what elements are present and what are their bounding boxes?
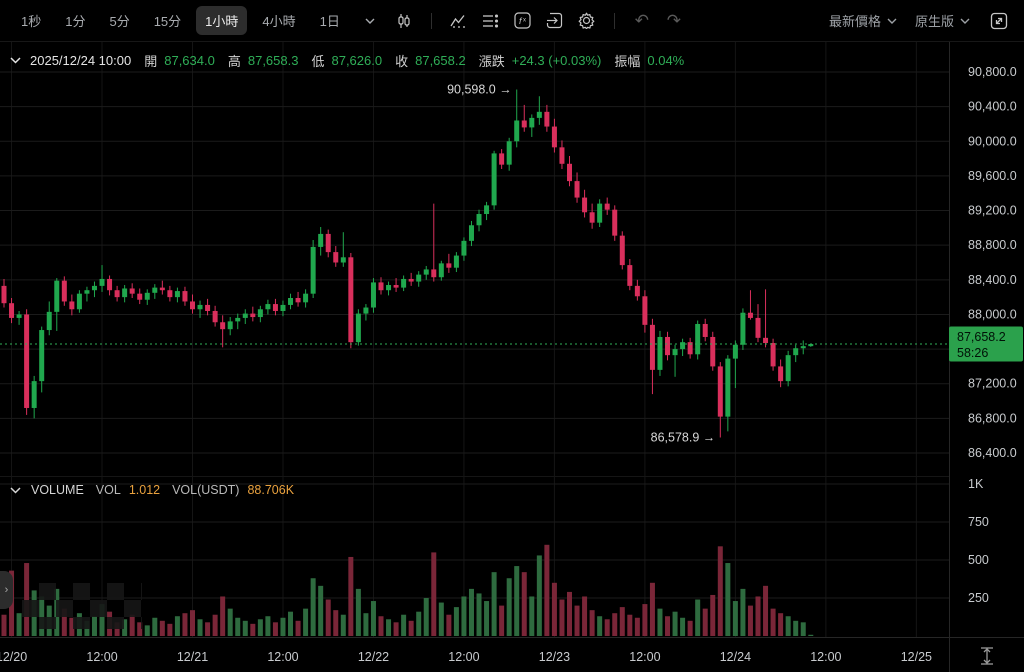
svg-text:58:26: 58:26: [957, 346, 988, 360]
volume-header: VOLUME VOL 1.012 VOL(USDT) 88.706K: [8, 483, 294, 497]
svg-text:89,600.0: 89,600.0: [968, 169, 1017, 183]
svg-text:87,658.2: 87,658.2: [957, 330, 1006, 344]
amplitude-value: 0.04%: [647, 53, 685, 68]
fx-icon[interactable]: f x: [510, 8, 536, 34]
svg-text:12/23: 12/23: [539, 650, 570, 664]
svg-text:250: 250: [968, 591, 989, 605]
svg-text:750: 750: [968, 515, 989, 529]
svg-text:12:00: 12:00: [267, 650, 298, 664]
close-label: 收: [395, 54, 409, 69]
candle-datetime: 2025/12/24 10:00: [30, 53, 132, 68]
svg-text:87,200.0: 87,200.0: [968, 377, 1017, 391]
version-select[interactable]: 原生版: [915, 11, 970, 30]
svg-text:1K: 1K: [968, 477, 984, 491]
low-label: 低: [311, 54, 325, 69]
toolbar: 1秒 1分 5分 15分 1小時 4小時 1日: [0, 0, 1024, 42]
high-value: 87,658.3: [247, 53, 299, 68]
version-label: 原生版: [914, 14, 954, 29]
svg-text:500: 500: [968, 553, 989, 567]
interval-15m-button[interactable]: 15分: [145, 6, 190, 35]
chevron-down-icon[interactable]: [357, 8, 383, 34]
interval-group: 1秒 1分 5分 15分 1小時 4小時 1日: [12, 6, 687, 35]
toolbar-right: 最新價格 原生版: [819, 8, 1012, 34]
replay-icon[interactable]: [542, 8, 568, 34]
svg-text:89,200.0: 89,200.0: [968, 204, 1017, 218]
price-mode-label: 最新價格: [828, 14, 881, 29]
svg-text:12:00: 12:00: [810, 650, 841, 664]
chevron-down-icon: [960, 18, 970, 24]
interval-1s-button[interactable]: 1秒: [12, 6, 50, 35]
svg-text:12/20: 12/20: [0, 650, 27, 664]
open-label: 開: [144, 54, 158, 69]
interval-1d-button[interactable]: 1日: [311, 6, 349, 35]
candlestick-icon[interactable]: [391, 8, 417, 34]
interval-4h-button[interactable]: 4小時: [253, 6, 304, 35]
svg-text:88,000.0: 88,000.0: [968, 307, 1017, 321]
change-label: 漲跌: [478, 54, 505, 69]
svg-text:12:00: 12:00: [448, 650, 479, 664]
svg-text:88,800.0: 88,800.0: [968, 238, 1017, 252]
vol-value: 1.012: [128, 483, 161, 497]
svg-text:90,400.0: 90,400.0: [968, 100, 1017, 114]
volume-title: VOLUME: [31, 483, 84, 497]
low-value: 87,626.0: [331, 53, 383, 68]
change-value: +24.3 (+0.03%): [511, 53, 602, 68]
settings-gear-icon[interactable]: [574, 8, 600, 34]
undo-icon[interactable]: ↶: [634, 11, 649, 30]
svg-text:12/24: 12/24: [720, 650, 751, 664]
vol-label: VOL: [95, 483, 121, 497]
toolbar-divider: [430, 12, 432, 29]
toolbar-divider: [613, 12, 615, 29]
svg-text:12/21: 12/21: [177, 650, 208, 664]
svg-text:12:00: 12:00: [86, 650, 117, 664]
svg-text:90,598.0 →: 90,598.0 →: [447, 82, 512, 96]
svg-text:90,000.0: 90,000.0: [968, 134, 1017, 148]
svg-text:88,400.0: 88,400.0: [968, 273, 1017, 287]
redo-icon[interactable]: ↷: [666, 11, 681, 30]
fullscreen-icon[interactable]: [986, 8, 1012, 34]
interval-1h-button[interactable]: 1小時: [196, 6, 248, 35]
open-value: 87,634.0: [164, 53, 215, 68]
amplitude-label: 振幅: [614, 54, 641, 69]
watermark-logo: [22, 583, 142, 629]
svg-text:90,800.0: 90,800.0: [968, 65, 1017, 79]
svg-text:12/22: 12/22: [358, 650, 389, 664]
svg-text:x: x: [523, 18, 526, 24]
vol-usdt-label: VOL(USDT): [172, 483, 240, 497]
compare-list-icon[interactable]: [478, 8, 504, 34]
volume-collapse-chevron-icon[interactable]: [10, 486, 21, 494]
svg-text:86,578.9 →: 86,578.9 →: [651, 431, 716, 445]
svg-text:f: f: [519, 16, 523, 26]
collapse-chevron-icon[interactable]: [10, 57, 21, 64]
svg-text:12:00: 12:00: [629, 650, 660, 664]
high-label: 高: [227, 54, 241, 69]
panel-expand-handle[interactable]: ›: [0, 571, 13, 609]
svg-text:86,800.0: 86,800.0: [968, 411, 1017, 425]
close-value: 87,658.2: [415, 53, 466, 68]
ohlc-infobar: 2025/12/24 10:00 開 87,634.0 高 87,658.3 低…: [8, 51, 684, 70]
svg-text:86,400.0: 86,400.0: [968, 446, 1017, 460]
price-mode-select[interactable]: 最新價格: [829, 11, 897, 30]
yaxis-scale-icon[interactable]: [981, 647, 993, 665]
chevron-down-icon: [887, 18, 897, 24]
svg-text:12/25: 12/25: [901, 650, 932, 664]
interval-1m-button[interactable]: 1分: [56, 6, 94, 35]
vol-usdt-value: 88.706K: [247, 483, 295, 497]
interval-5m-button[interactable]: 5分: [100, 6, 138, 35]
indicator-icon[interactable]: [446, 8, 472, 34]
